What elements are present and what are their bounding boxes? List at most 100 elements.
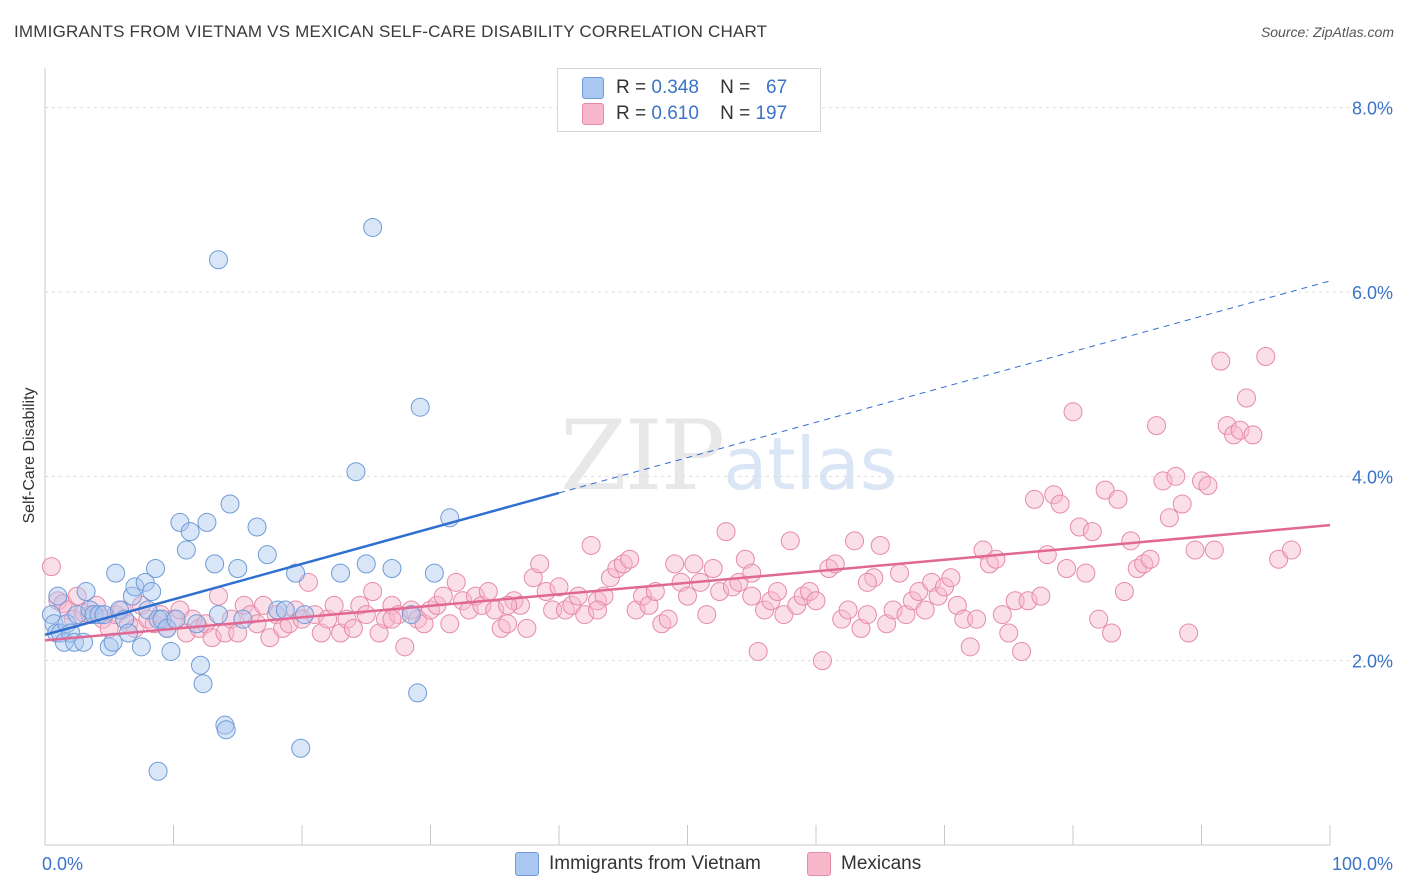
point-vietnam [257, 545, 277, 565]
tick-labels: 2.0% 4.0% 6.0% 8.0% 0.0% 100.0% Self-Care Disa… [21, 99, 1393, 874]
point-mexicans [1108, 489, 1128, 509]
point-mexicans [755, 600, 775, 620]
watermark: ZIPatlas [560, 400, 897, 512]
y-tick-label: 4.0% [1352, 467, 1393, 487]
point-mexicans [1153, 471, 1173, 491]
point-vietnam [180, 522, 200, 542]
point-mexicans [568, 586, 588, 606]
point-mexicans [838, 600, 858, 620]
point-vietnam [220, 494, 240, 514]
point-mexicans [600, 568, 620, 588]
point-mexicans [1217, 416, 1237, 436]
point-mexicans [697, 605, 717, 625]
point-mexicans [343, 618, 363, 638]
point-vietnam [106, 563, 126, 583]
point-mexicans [678, 586, 697, 606]
point-mexicans [1166, 466, 1186, 486]
point-mexicans [1230, 420, 1250, 440]
point-mexicans [1069, 517, 1089, 537]
point-vietnam [275, 600, 295, 620]
point-mexicans [562, 595, 582, 615]
point-vietnam [356, 554, 376, 574]
legend-swatch-vietnam [582, 77, 604, 99]
watermark-zip: ZIP [560, 400, 725, 512]
point-mexicans [767, 582, 787, 602]
point-mexicans [1076, 563, 1096, 583]
point-vietnam [67, 605, 87, 625]
point-mexicans [1057, 558, 1077, 578]
point-mexicans [1256, 347, 1276, 367]
axes [44, 68, 1331, 846]
point-mexicans [1082, 522, 1102, 542]
legend-row-vietnam: R = 0.348 N = 67 [582, 76, 787, 100]
point-vietnam [291, 738, 311, 758]
series-label-mexicans: Mexicans [841, 853, 922, 874]
legend-r-value: 0.610 [651, 103, 699, 124]
point-mexicans [877, 614, 897, 634]
point-mexicans [498, 614, 518, 634]
point-mexicans [999, 623, 1019, 643]
series-legend-mexicans: Mexicans [807, 852, 921, 876]
point-mexicans [1211, 351, 1231, 371]
point-mexicans [1050, 494, 1070, 514]
point-mexicans [703, 558, 723, 578]
point-mexicans [735, 549, 755, 569]
point-mexicans [870, 535, 890, 555]
point-mexicans [1095, 480, 1115, 500]
point-mexicans [170, 600, 190, 620]
point-mexicans [530, 554, 550, 574]
point-mexicans [1031, 586, 1051, 606]
point-vietnam [187, 614, 207, 634]
point-mexicans [857, 572, 877, 592]
point-mexicans [620, 549, 640, 569]
point-mexicans [832, 609, 852, 629]
point-mexicans [1102, 623, 1122, 643]
legend-swatch-mexicans [582, 103, 604, 125]
point-mexicans [665, 554, 685, 574]
correlation-legend: R = 0.348 N = 67 R = 0.610 N = 197 [557, 68, 821, 132]
point-vietnam [142, 582, 162, 602]
point-mexicans [761, 591, 781, 611]
point-mexicans [967, 609, 987, 629]
point-mexicans [742, 586, 762, 606]
point-vietnam [363, 217, 383, 237]
legend-n-label: N = [720, 103, 751, 124]
point-vietnam [176, 540, 196, 560]
point-mexicans [459, 600, 479, 620]
point-vietnam [166, 609, 186, 629]
point-mexicans [909, 582, 929, 602]
point-mexicans [1281, 540, 1301, 560]
point-vietnam [208, 605, 228, 625]
point-vietnam [295, 605, 315, 625]
point-mexicans [928, 586, 948, 606]
data-points [41, 217, 1301, 781]
x-tick-label: 0.0% [42, 854, 83, 874]
point-mexicans [498, 595, 518, 615]
point-mexicans [890, 563, 910, 583]
point-mexicans [639, 595, 659, 615]
point-mexicans [1089, 609, 1109, 629]
point-vietnam [228, 558, 248, 578]
point-mexicans [902, 591, 922, 611]
point-mexicans [395, 637, 415, 657]
point-mexicans [1044, 485, 1064, 505]
point-mexicans [1185, 540, 1205, 560]
point-mexicans [1114, 582, 1134, 602]
point-mexicans [658, 609, 678, 629]
point-mexicans [350, 595, 370, 615]
point-mexicans [883, 600, 903, 620]
legend-n-value: 67 [766, 77, 788, 98]
point-vietnam [401, 605, 421, 625]
point-mexicans [626, 600, 646, 620]
point-mexicans [433, 586, 453, 606]
point-mexicans [247, 614, 267, 634]
point-vietnam [148, 761, 168, 781]
legend-r-label: R = [616, 77, 647, 98]
trend-vietnam-extrapolated [558, 280, 1331, 494]
chart-title: IMMIGRANTS FROM VIETNAM VS MEXICAN SELF-… [14, 22, 768, 41]
point-mexicans [324, 595, 344, 615]
point-mexicans [1018, 591, 1038, 611]
trend-vietnam [44, 491, 560, 637]
point-mexicans [935, 577, 954, 597]
point-vietnam [424, 563, 444, 583]
